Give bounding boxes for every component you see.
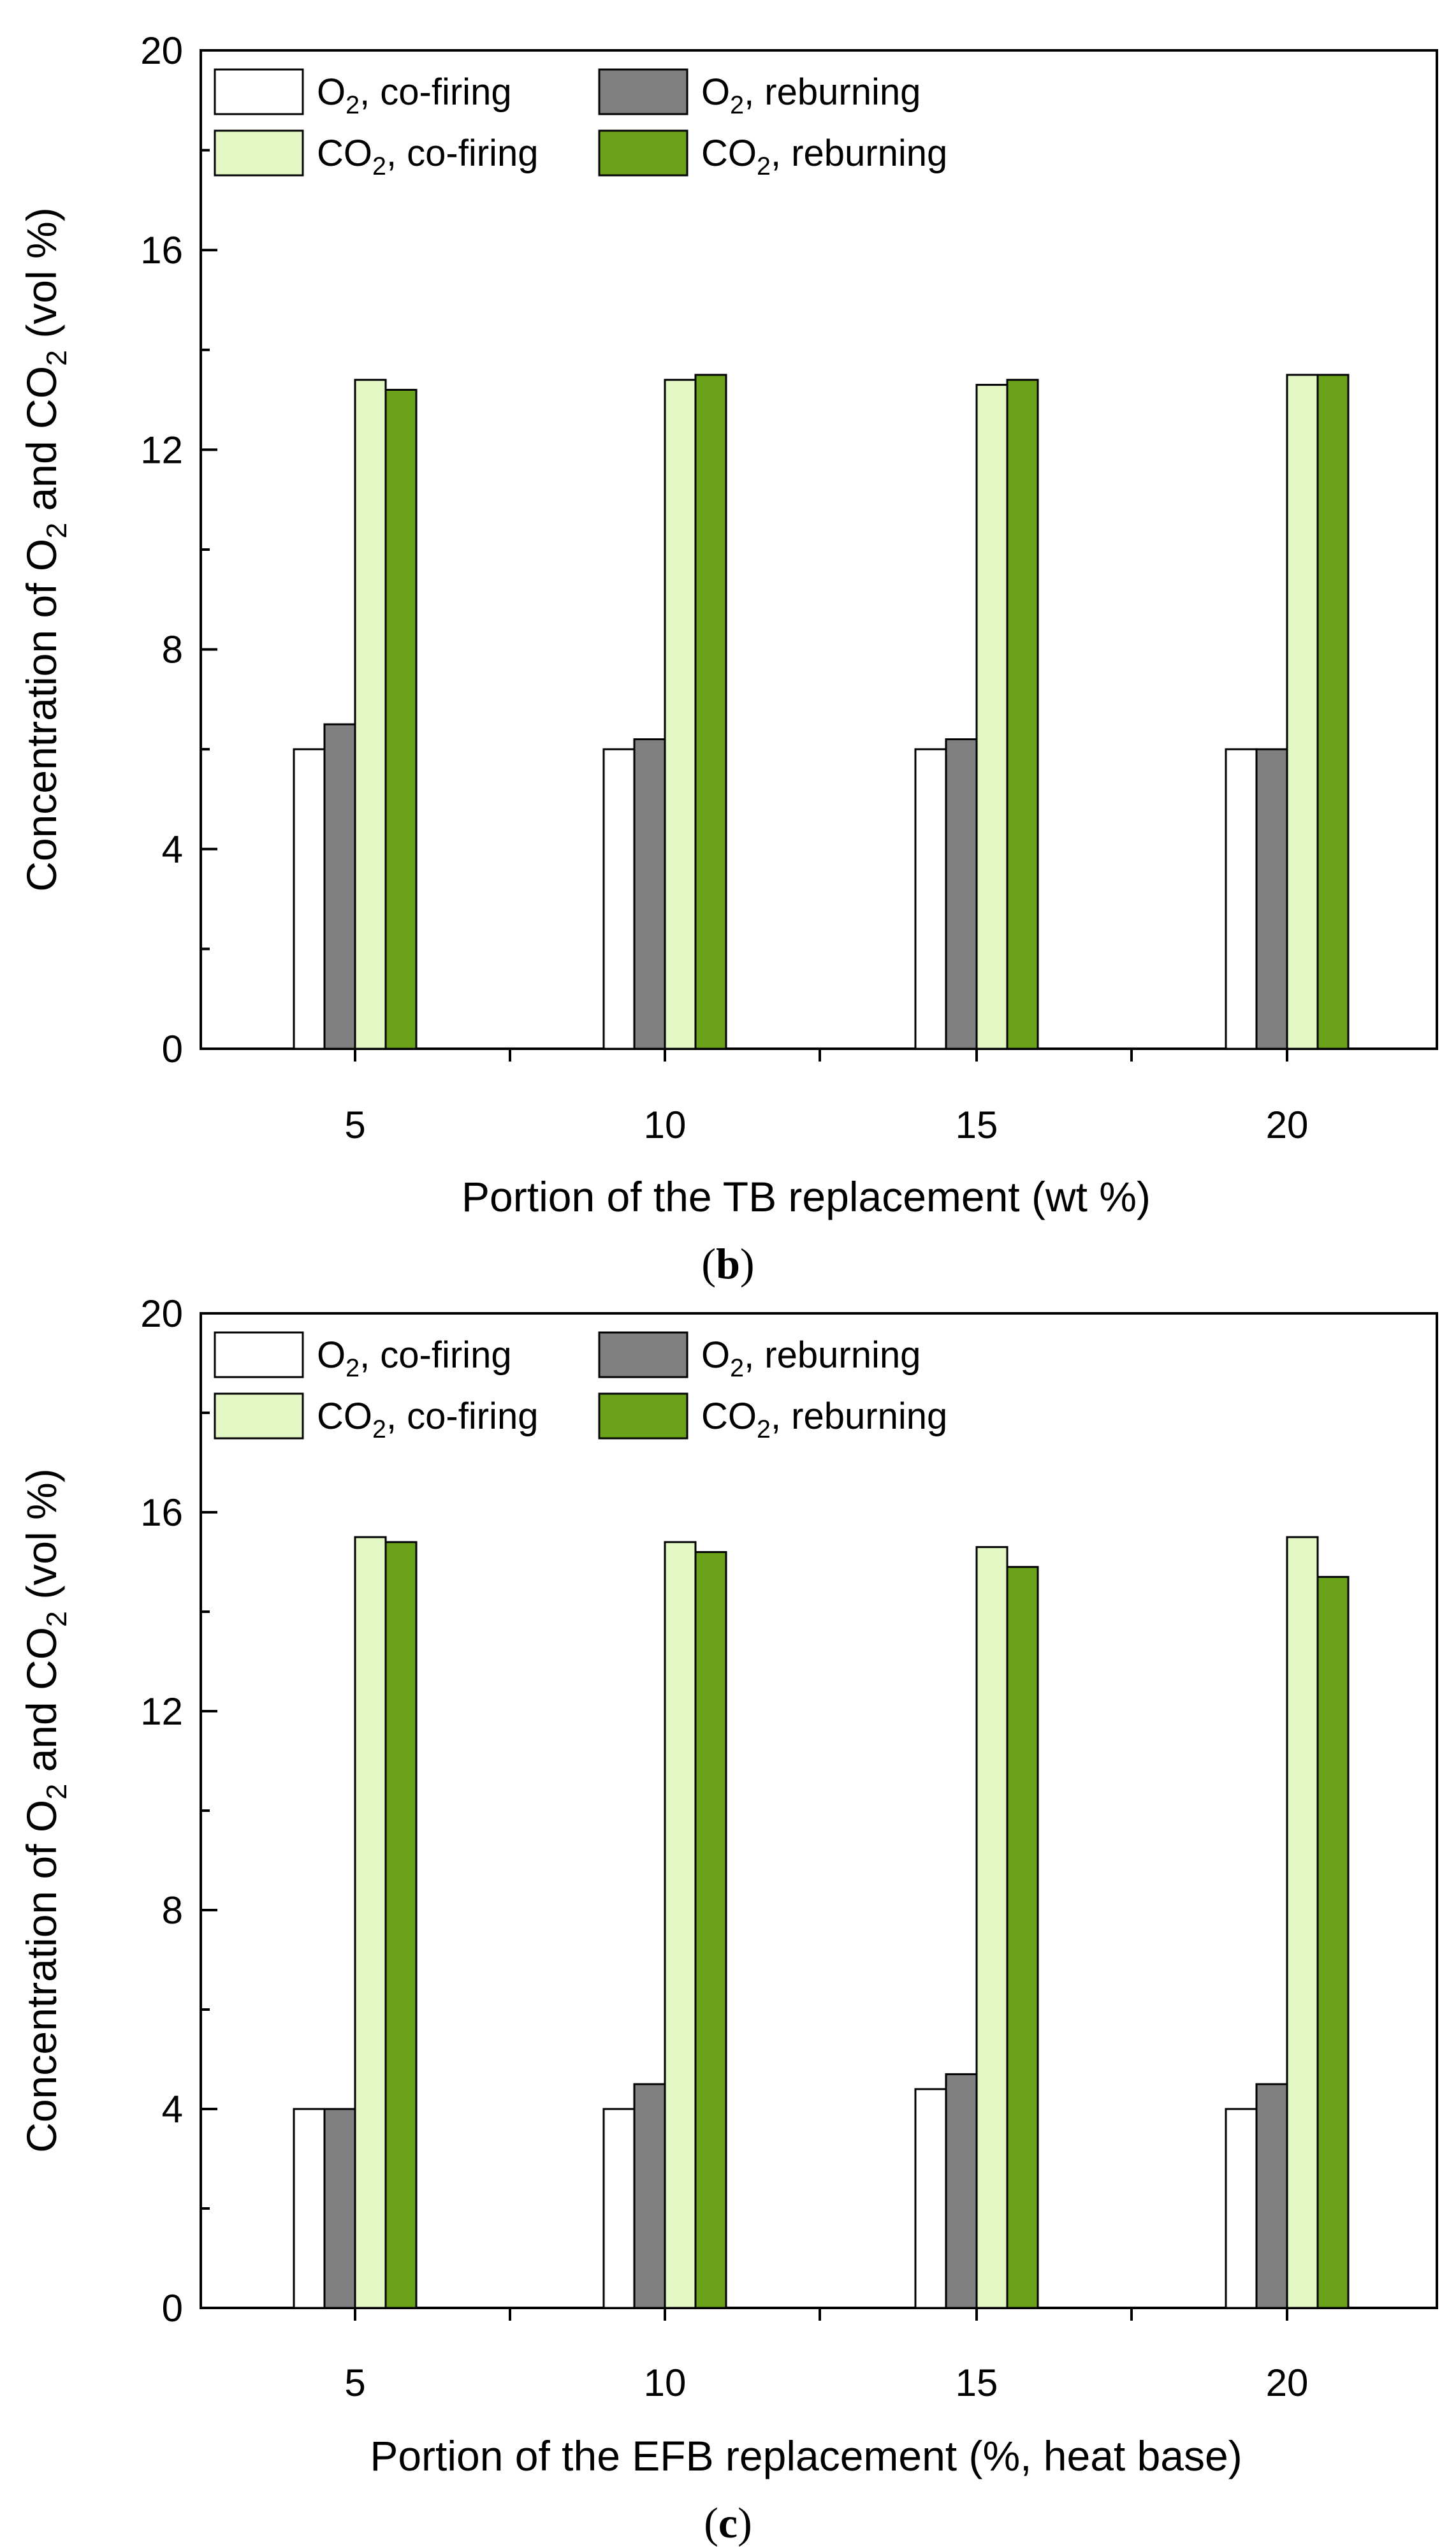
y-tick-label: 4 (162, 2088, 183, 2131)
legend-label: CO2, co-firing (317, 1396, 538, 1443)
x-axis-label: Portion of the EFB replacement (%, heat … (370, 2432, 1242, 2479)
legend-swatch (214, 68, 304, 115)
bar-o2-reburning-15 (945, 738, 978, 1050)
y-tick-label: 12 (140, 428, 183, 471)
legend-swatch (598, 1392, 688, 1440)
chart-panel-c: 0 4 8 12 16 20 5 10 15 20 O2, co-firing O2, reburni… (18, 1292, 1438, 2547)
y-tick-label: 20 (140, 29, 183, 72)
bar-o2-co-firing-10 (602, 2108, 636, 2309)
y-tick-label: 8 (162, 1889, 183, 1932)
bar-co2-reburning-10 (694, 374, 727, 1050)
x-tick-label: 20 (1266, 2361, 1309, 2404)
bar-co2-co-firing-20 (1286, 374, 1319, 1050)
y-tick-label: 0 (162, 1028, 183, 1070)
panel-label: (c) (704, 2499, 752, 2547)
bar-co2-co-firing-10 (664, 379, 697, 1050)
bar-co2-co-firing-5 (354, 379, 387, 1050)
y-tick-label: 16 (140, 1491, 183, 1534)
bar-o2-reburning-5 (323, 723, 356, 1050)
bar-co2-co-firing-5 (354, 1536, 387, 2309)
bar-o2-reburning-15 (945, 2073, 978, 2309)
legend-label: O2, reburning (701, 71, 921, 119)
bar-co2-co-firing-20 (1286, 1536, 1319, 2309)
bar-co2-co-firing-10 (664, 1541, 697, 2309)
bar-o2-co-firing-20 (1225, 2108, 1258, 2309)
y-tick-label: 20 (140, 1292, 183, 1335)
legend-swatch (214, 1331, 304, 1378)
bar-co2-reburning-5 (384, 1541, 418, 2309)
legend-label: O2, reburning (701, 1334, 921, 1382)
x-tick-label: 10 (644, 2361, 687, 2404)
x-tick-label: 15 (956, 2361, 998, 2404)
x-tick-label: 5 (344, 2361, 365, 2404)
bar-o2-reburning-10 (633, 2083, 666, 2309)
bar-o2-reburning-5 (323, 2108, 356, 2309)
bar-o2-co-firing-15 (914, 748, 947, 1050)
x-tick-label: 20 (1266, 1104, 1309, 1146)
bar-o2-co-firing-15 (914, 2088, 947, 2309)
y-axis-label: Concentration of O2 and CO2 (vol %) (18, 207, 73, 891)
bar-o2-co-firing-5 (293, 748, 326, 1050)
bar-o2-reburning-10 (633, 738, 666, 1050)
bar-co2-reburning-15 (1006, 1566, 1039, 2309)
panel-label: (b) (701, 1239, 754, 1288)
legend-label: CO2, co-firing (317, 133, 538, 180)
bar-o2-co-firing-5 (293, 2108, 326, 2309)
bar-co2-reburning-15 (1006, 379, 1039, 1050)
bar-co2-reburning-20 (1316, 1575, 1350, 2309)
y-axis-label: Concentration of O2 and CO2 (vol %) (18, 1468, 73, 2152)
bar-o2-reburning-20 (1255, 748, 1288, 1050)
y-tick-label: 8 (162, 629, 183, 671)
legend-swatch (214, 1392, 304, 1440)
bar-o2-reburning-20 (1255, 2083, 1288, 2309)
legend-label: O2, co-firing (317, 71, 512, 119)
chart-panel-b: 0 4 8 12 16 20 5 10 15 20 O2, co-firing O2, reburni… (18, 29, 1438, 1288)
bar-co2-reburning-10 (694, 1551, 727, 2309)
x-axis-label: Portion of the TB replacement (wt %) (462, 1173, 1151, 1220)
bar-co2-co-firing-15 (975, 1546, 1008, 2309)
bar-co2-reburning-20 (1316, 374, 1350, 1050)
legend-label: CO2, reburning (701, 133, 947, 180)
legend-label: CO2, reburning (701, 1396, 947, 1443)
x-tick-label: 10 (644, 1104, 687, 1146)
bar-co2-reburning-5 (384, 388, 418, 1050)
y-tick-label: 12 (140, 1690, 183, 1733)
legend-swatch (214, 129, 304, 177)
legend-swatch (598, 129, 688, 177)
bar-o2-co-firing-10 (602, 748, 636, 1050)
x-tick-label: 5 (344, 1104, 365, 1146)
y-tick-label: 16 (140, 229, 183, 272)
y-tick-label: 4 (162, 828, 183, 871)
legend-label: O2, co-firing (317, 1334, 512, 1382)
bar-co2-co-firing-15 (975, 384, 1008, 1050)
bar-o2-co-firing-20 (1225, 748, 1258, 1050)
x-tick-label: 15 (956, 1104, 998, 1146)
legend-swatch (598, 1331, 688, 1378)
legend-swatch (598, 68, 688, 115)
y-tick-label: 0 (162, 2287, 183, 2330)
